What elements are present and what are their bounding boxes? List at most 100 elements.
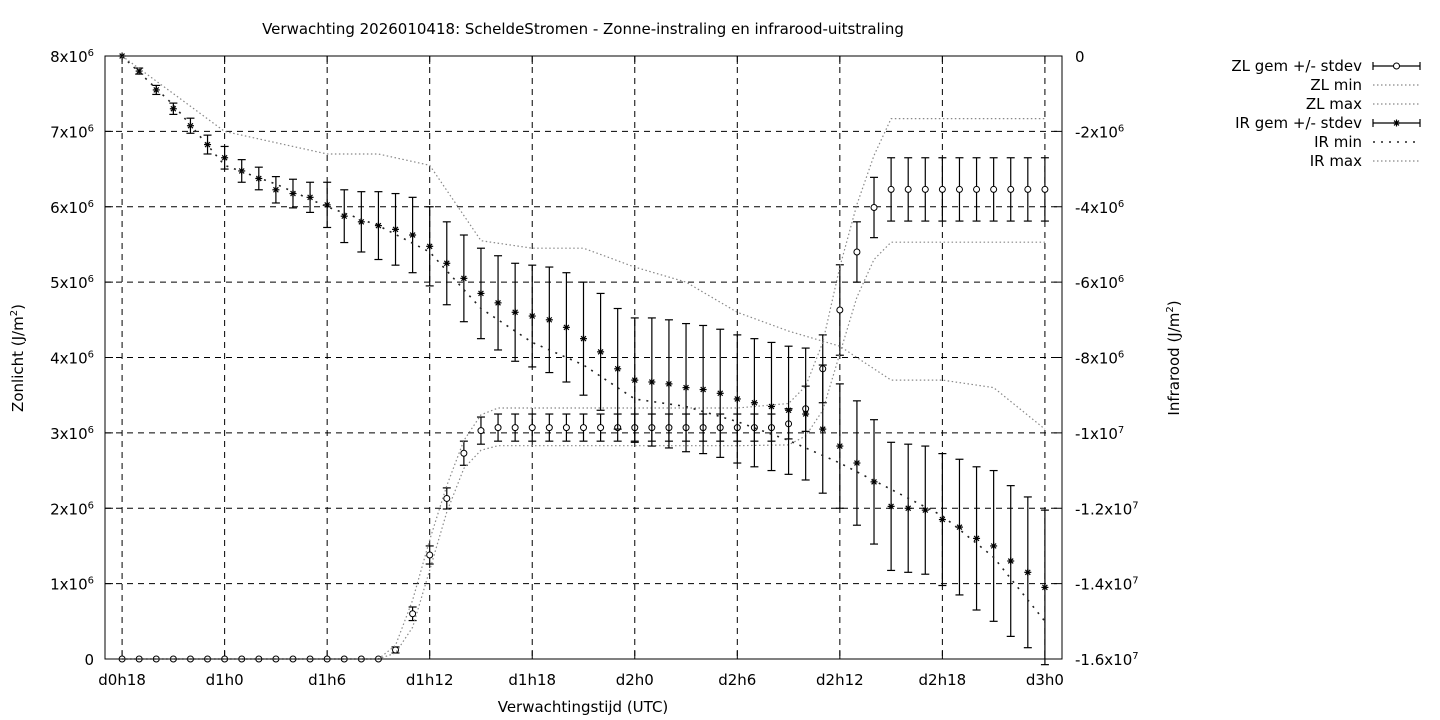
ir-mean-point [904,504,912,512]
ir-mean-point [460,274,468,282]
y-right-tick-label: 0 [1075,48,1085,66]
y-left-tick-label: 7x106 [50,123,94,141]
x-tick-label: d1h0 [206,671,244,689]
zl-mean-point [1007,185,1015,193]
ir-mean-point [733,395,741,403]
y-right-axis-label: Infrarood (J/m2) [1165,300,1183,415]
zl-mean-point [528,424,536,432]
ir-mean-point [340,212,348,220]
ir-mean-point [802,410,810,418]
zl-mean-point [477,427,485,435]
y-right-tick-label: -6x106 [1075,274,1124,292]
y-left-tick-label: 4x106 [50,350,94,368]
zl-mean-point [580,424,587,432]
x-tick-label: d2h18 [919,671,967,689]
zl-mean-point [904,185,912,193]
y-left-tick-label: 1x106 [50,576,94,594]
legend-marker [1393,62,1400,70]
y-right-tick-label: -8x106 [1075,350,1124,368]
ir-mean-point [511,308,519,316]
x-tick-label: d1h12 [406,671,454,689]
zl-mean-point [1041,185,1049,193]
ir-mean-point [204,141,212,149]
ir-mean-point [870,478,878,486]
ir-mean-point [682,384,690,392]
ir-mean-point [528,312,536,320]
x-tick-label: d2h0 [616,671,654,689]
y-left-tick-label: 3x106 [50,425,94,443]
ir-mean-point [494,299,502,307]
zl-mean-point [545,424,553,432]
y-right-tick-label: -1.4x107 [1075,576,1139,594]
ir-mean-point [289,190,297,198]
zl-mean-point [853,248,861,256]
ir-mean-point [921,506,929,514]
ir-mean-point [938,516,946,524]
legend-marker [1393,119,1400,127]
x-tick-label: d2h6 [718,671,756,689]
tick-labels: d0h18 d1h0 d1h6 d1h12 d1h18 d2h0 d2h6 d2h12 d2h1… [50,48,1139,689]
ir-mean-point [631,376,639,384]
ir-mean-point [887,502,895,510]
zl-mean-point [973,185,981,193]
zl-mean-point [1024,185,1032,193]
ir-mean-point [580,335,587,343]
y-left-axis-label: Zonlicht (J/m2) [9,304,27,412]
ir-mean-point [306,193,314,201]
ir-mean-point [169,105,177,113]
ir-mean-point [750,399,758,407]
legend-label: ZL max [1306,95,1362,113]
zl-mean-point [562,424,570,432]
zl-mean-point [887,185,895,193]
ir-mean-point [665,380,673,388]
ir-mean-point [648,378,656,386]
zl-mean-point [870,204,878,212]
zl-mean-point [460,449,468,457]
ir-mean-point [255,174,263,182]
y-right-tick-label: -1x107 [1075,425,1124,443]
y-left-tick-label: 2x106 [50,500,94,518]
y-right-tick-label: -2x106 [1075,123,1124,141]
ir-mean-point [221,154,229,162]
ir-mean-point [409,231,417,239]
ir-mean-point [392,225,400,233]
zl-mean-point [511,424,519,432]
zl-mean-point [955,185,963,193]
ir-mean-point [716,389,724,397]
ir-mean-point [955,523,963,531]
zl-mean-point [938,185,946,193]
zl-mean-point [409,610,417,618]
x-tick-label: d0h18 [98,671,146,689]
ir-mean-point [426,242,434,250]
ir-mean-point [1041,583,1049,591]
ir-mean-point [699,386,707,394]
legend-label: IR max [1310,152,1362,170]
ir-mean-point [597,348,605,356]
ir-mean-point [443,259,451,267]
ir-mean-point [853,459,861,467]
ir-mean-point [562,323,570,331]
ir-mean-point [374,222,382,230]
y-right-tick-label: -1.6x107 [1075,651,1139,669]
series-line [122,241,1045,660]
y-left-tick-label: 8x106 [50,48,94,66]
zl-mean-point [921,185,929,193]
ir-mean-point [1007,557,1015,565]
ir-mean-point [990,542,998,550]
ir-mean-point [477,289,485,297]
zl-mean-point [836,306,844,314]
chart-title: Verwachting 2026010418: ScheldeStromen -… [262,20,904,38]
ir-mean-point [973,534,981,542]
zl-mean-point [392,646,400,654]
plot-frame [104,55,1063,660]
legend-label: IR min [1314,133,1362,151]
y-left-tick-label: 5x106 [50,274,94,292]
zl-mean-point [597,424,605,432]
x-tick-label: d2h12 [816,671,864,689]
zl-mean-point [443,494,451,502]
ir-mean-point [836,442,844,450]
x-axis-label: Verwachtingstijd (UTC) [498,698,669,716]
y-left-tick-label: 0 [84,651,94,669]
zl-mean-point [990,185,998,193]
